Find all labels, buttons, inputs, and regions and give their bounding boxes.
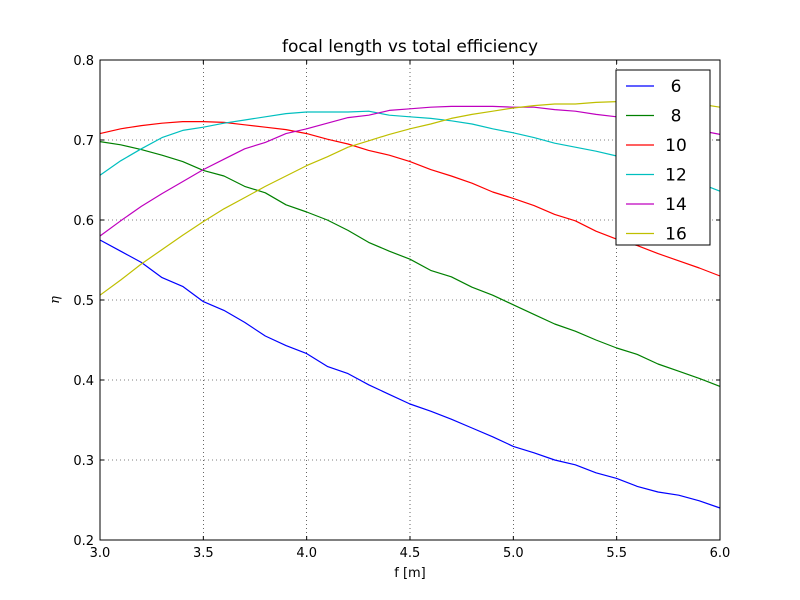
x-axis-label: f [m] bbox=[394, 566, 426, 581]
y-tick-label: 0.7 bbox=[73, 134, 94, 149]
y-tick-labels: 0.2 0.3 0.4 0.5 0.6 0.7 0.8 bbox=[73, 54, 94, 549]
x-tick-label: 3.5 bbox=[193, 546, 214, 561]
y-tick-label: 0.6 bbox=[73, 214, 94, 229]
y-tick-label: 0.8 bbox=[73, 54, 94, 69]
x-tick-label: 5.5 bbox=[606, 546, 627, 561]
legend-label-6: 6 bbox=[671, 77, 682, 97]
legend-box bbox=[615, 69, 711, 246]
x-tick-label: 4.5 bbox=[400, 546, 421, 561]
chart-title: focal length vs total efficiency bbox=[282, 37, 538, 57]
y-axis-label: η bbox=[48, 296, 63, 304]
legend-label-10: 10 bbox=[665, 136, 687, 156]
x-tick-label: 3.0 bbox=[90, 546, 111, 561]
legend-label-14: 14 bbox=[665, 195, 687, 215]
y-tick-label: 0.2 bbox=[73, 534, 94, 549]
plot-frame bbox=[99, 59, 721, 541]
legend-label-12: 12 bbox=[665, 166, 687, 186]
y-tick-label: 0.5 bbox=[73, 294, 94, 309]
legend-label-8: 8 bbox=[671, 107, 682, 127]
legend-label-16: 16 bbox=[665, 225, 687, 245]
series-line-8 bbox=[99, 141, 721, 387]
x-tick-label: 4.0 bbox=[296, 546, 317, 561]
x-tick-labels: 3.0 3.5 4.0 4.5 5.0 5.5 6.0 bbox=[90, 546, 731, 561]
y-tick-label: 0.3 bbox=[73, 454, 94, 469]
x-tick-label: 5.0 bbox=[503, 546, 524, 561]
y-tick-label: 0.4 bbox=[73, 374, 94, 389]
legend: 6 8 10 12 14 16 bbox=[615, 69, 711, 246]
series-line-6 bbox=[99, 239, 721, 509]
x-tick-label: 6.0 bbox=[710, 546, 731, 561]
